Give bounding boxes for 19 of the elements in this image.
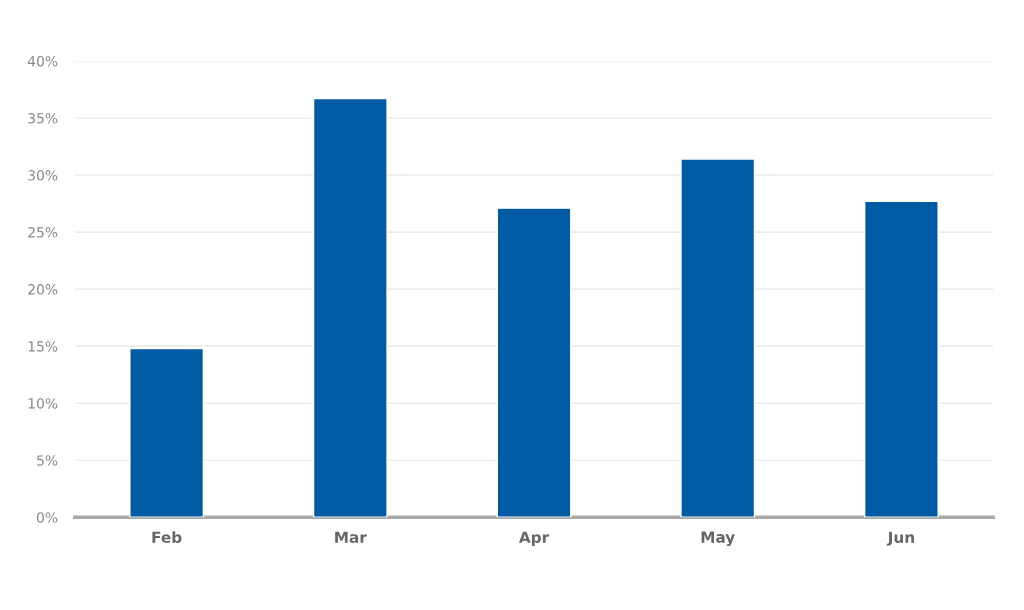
y-tick-label: 5%	[37, 455, 58, 466]
x-tick-label: May	[701, 531, 735, 546]
x-tick-label: Jun	[886, 531, 914, 546]
bar	[680, 158, 756, 518]
y-tick-label: 40%	[27, 55, 58, 67]
bar	[496, 207, 572, 518]
y-tick-label: 15%	[28, 341, 58, 352]
y-tick-label: 0%	[36, 512, 58, 523]
y-tick-label: 10%	[28, 398, 58, 409]
y-tick-label: 25%	[28, 227, 58, 238]
x-tick-label: Apr	[518, 531, 550, 546]
x-tick-label: Feb	[152, 531, 182, 543]
bar	[312, 97, 388, 518]
x-tick-label: Mar	[335, 531, 367, 543]
y-tick-label: 20%	[28, 284, 58, 295]
bar	[129, 347, 205, 518]
y-tick-label: 30%	[28, 170, 58, 181]
bar	[863, 200, 939, 518]
y-tick-label: 35%	[28, 113, 58, 124]
